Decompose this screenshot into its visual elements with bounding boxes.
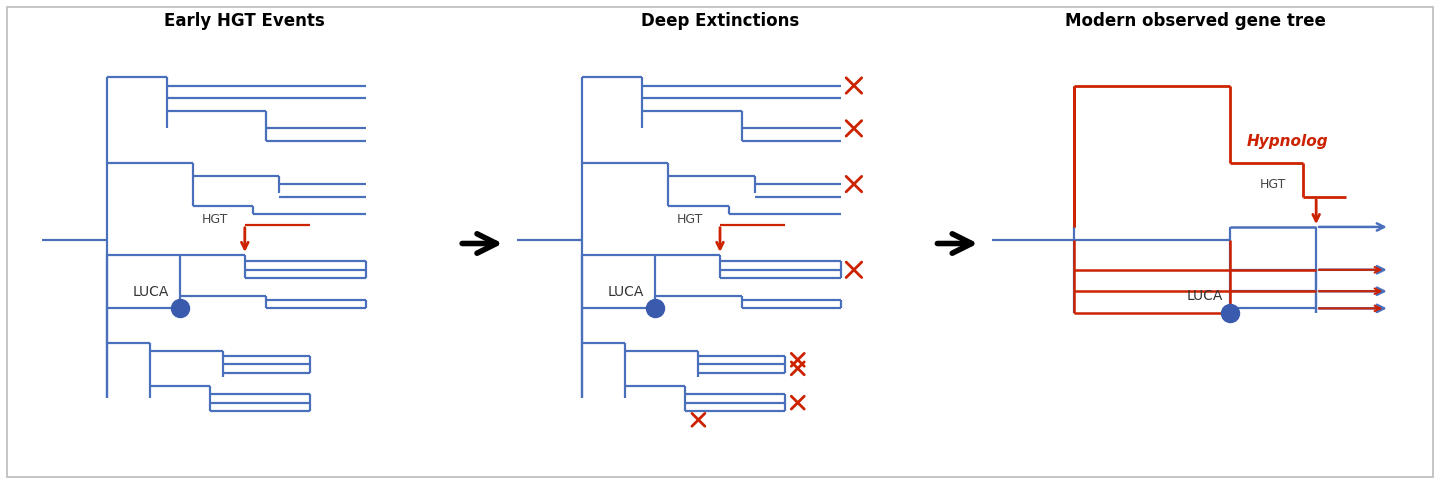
Text: LUCA: LUCA: [1187, 289, 1223, 303]
Text: HGT: HGT: [202, 213, 228, 225]
Text: LUCA: LUCA: [132, 284, 168, 299]
Text: HGT: HGT: [1260, 178, 1286, 191]
Title: Modern observed gene tree: Modern observed gene tree: [1064, 12, 1326, 30]
Text: Hypnolog: Hypnolog: [1247, 133, 1329, 149]
Text: HGT: HGT: [677, 213, 703, 225]
Title: Deep Extinctions: Deep Extinctions: [641, 12, 799, 30]
Title: Early HGT Events: Early HGT Events: [164, 12, 325, 30]
Text: LUCA: LUCA: [608, 284, 644, 299]
